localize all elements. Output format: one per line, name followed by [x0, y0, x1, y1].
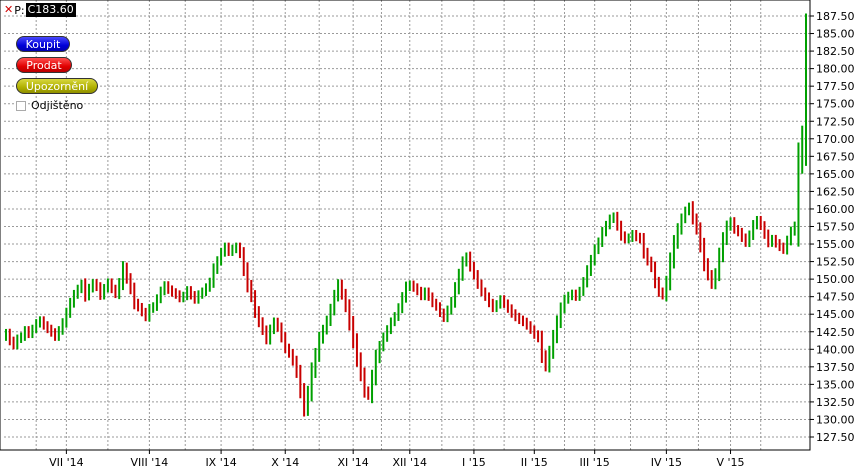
price-axis[interactable]: 187.50 185.00 182.50 180.00 177.50 175.00 172.…: [810, 10, 855, 444]
y-tick-label: 145.00: [816, 308, 855, 321]
y-tick-label: 130.00: [816, 413, 855, 426]
chart-grid: [0, 0, 811, 451]
y-tick-label: 187.50: [816, 10, 855, 23]
y-tick-label: 140.00: [816, 343, 855, 356]
x-tick-label: III '15: [580, 456, 610, 469]
plot-background: [0, 0, 810, 450]
y-tick-label: 132.50: [816, 396, 855, 409]
y-tick-label: 170.00: [816, 133, 855, 146]
y-tick-label: 177.50: [816, 80, 855, 93]
x-tick-label: X '14: [271, 456, 299, 469]
y-tick-label: 180.00: [816, 63, 855, 76]
x-tick-label: V '15: [717, 456, 745, 469]
last-price-badge: C183.60: [25, 3, 76, 17]
symbol-label: P:: [14, 3, 25, 17]
symbol-header: ✕ P: C183.60: [4, 3, 76, 17]
y-tick-label: 162.50: [816, 185, 855, 198]
y-tick-label: 185.00: [816, 28, 855, 41]
y-tick-label: 142.50: [816, 326, 855, 339]
price-bars: [5, 13, 807, 417]
y-tick-label: 147.50: [816, 291, 855, 304]
y-tick-label: 137.50: [816, 361, 855, 374]
y-tick-label: 127.50: [816, 431, 855, 444]
close-icon[interactable]: ✕: [4, 3, 14, 16]
plot-frame: [0, 0, 811, 451]
x-tick-label: XI '14: [338, 456, 369, 469]
y-tick-label: 160.00: [816, 203, 855, 216]
x-tick-label: IX '14: [205, 456, 236, 469]
y-tick-label: 165.00: [816, 168, 855, 181]
hedge-option[interactable]: Odjištěno: [16, 99, 83, 112]
x-tick-label: VIII '14: [131, 456, 169, 469]
y-tick-label: 155.00: [816, 238, 855, 251]
buy-button[interactable]: Koupit: [16, 36, 70, 52]
y-tick-label: 152.50: [816, 256, 855, 269]
y-tick-label: 135.00: [816, 378, 855, 391]
x-tick-label: VII '14: [49, 456, 84, 469]
sell-button[interactable]: Prodat: [16, 57, 72, 73]
y-tick-label: 172.50: [816, 115, 855, 128]
y-tick-label: 175.00: [816, 98, 855, 111]
y-tick-label: 150.00: [816, 273, 855, 286]
y-tick-label: 182.50: [816, 45, 855, 58]
y-tick-label: 167.50: [816, 150, 855, 163]
x-tick-label: XII '14: [393, 456, 428, 469]
time-axis[interactable]: VII '14 VIII '14 IX '14 X '14 XI '14 XII '14 I…: [49, 450, 745, 469]
x-tick-label: I '15: [462, 456, 486, 469]
x-tick-label: II '15: [521, 456, 548, 469]
alert-button[interactable]: Upozornění: [16, 78, 98, 94]
y-tick-label: 157.50: [816, 221, 855, 234]
hedge-checkbox[interactable]: [16, 100, 26, 111]
x-tick-label: IV '15: [651, 456, 682, 469]
hedge-label: Odjištěno: [31, 99, 84, 112]
